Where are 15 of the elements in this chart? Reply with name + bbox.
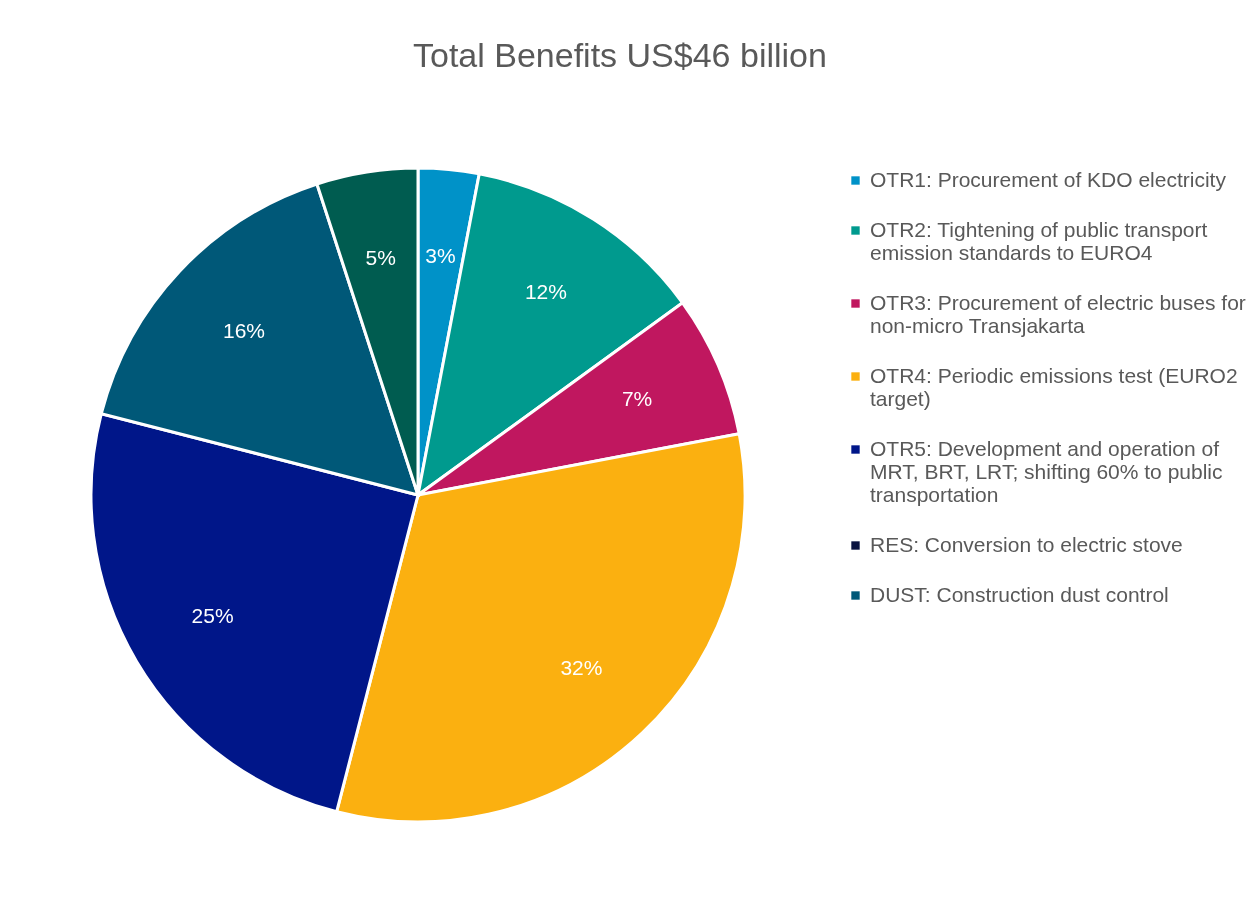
data-label: 32% <box>560 656 603 680</box>
legend-label: DUST: Construction dust control <box>870 582 1169 606</box>
legend-label: OTR1: Procurement of KDO electricity <box>870 167 1227 191</box>
data-label: 25% <box>191 603 234 627</box>
legend-label: RES: Conversion to electric stove <box>870 532 1183 556</box>
chart-title: Total Benefits US$46 billion <box>413 36 827 74</box>
data-label: 7% <box>621 387 653 411</box>
data-label: 16% <box>222 318 265 342</box>
legend-label: OTR5: Development and operation of MRT, BRT, LRT; shifting 60% to public transportation <box>870 436 1223 506</box>
data-label: 5% <box>365 246 396 270</box>
legend-label: OTR2: Tightening of public transport emission standards to EURO4 <box>870 217 1208 264</box>
data-label: 3% <box>425 244 456 268</box>
legend-label: OTR3: Procurement of electric buses for non-micro Transjakarta <box>870 290 1246 337</box>
legend-label: OTR4: Periodic emissions test (EURO2 target) <box>870 363 1238 410</box>
data-label: 12% <box>524 280 567 304</box>
